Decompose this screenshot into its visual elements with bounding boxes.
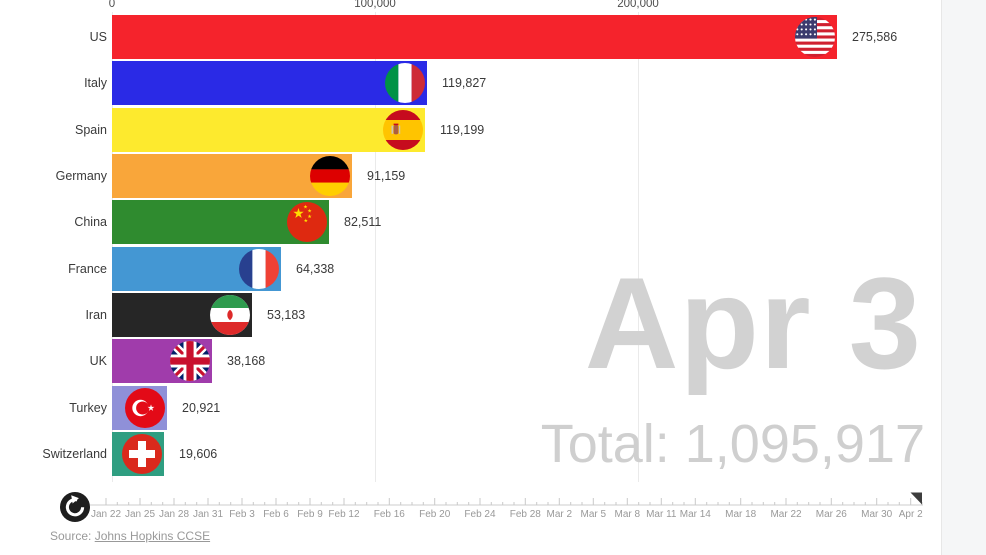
bar-row-switzerland: Switzerland 19,606 <box>0 432 941 477</box>
timeline-date-label: Mar 2 <box>547 509 573 520</box>
timeline-date-label: Mar 14 <box>680 509 712 520</box>
timeline-date-label: Feb 9 <box>297 509 323 520</box>
timeline-date-label: Mar 26 <box>816 509 848 520</box>
bar-value-us: 275,586 <box>852 30 898 44</box>
bar-uk[interactable] <box>112 339 212 384</box>
country-label-iran: Iran <box>85 308 107 323</box>
bar-china[interactable] <box>112 200 329 245</box>
bar-row-iran: Iran 53,183 <box>0 293 941 338</box>
timeline-date-label: Jan 28 <box>159 509 189 520</box>
bar-value-spain: 119,199 <box>440 122 485 137</box>
x-axis-tick-label: 100,000 <box>354 0 396 10</box>
country-label-china: China <box>74 215 107 230</box>
country-label-us: US <box>89 30 107 44</box>
us-flag-icon <box>795 17 835 57</box>
bar-value-germany: 91,159 <box>367 169 406 184</box>
country-label-uk: UK <box>89 354 107 369</box>
bar-value-turkey: 20,921 <box>182 400 221 415</box>
source-caption: Source: Johns Hopkins CCSE <box>50 529 210 543</box>
page-scroll-gutter[interactable] <box>941 0 986 555</box>
x-axis-tick-label: 200,000 <box>617 0 659 10</box>
timeline-date-label: Mar 5 <box>581 509 607 520</box>
country-label-switzerland: Switzerland <box>42 447 107 462</box>
bar-value-iran: 53,183 <box>267 308 306 323</box>
timeline-date-label: Apr 2 <box>899 509 923 520</box>
bar-row-uk: UK 38,168 <box>0 339 941 384</box>
bar-row-italy: Italy 119,827 <box>0 61 941 106</box>
bar-value-china: 82,511 <box>344 215 382 230</box>
bar-us[interactable] <box>112 15 837 59</box>
country-label-spain: Spain <box>75 122 107 137</box>
spain-flag-icon <box>383 109 423 150</box>
total-counter: Total: 1,095,917 <box>541 417 925 471</box>
timeline-date-label: Mar 18 <box>725 509 757 520</box>
china-flag-icon <box>287 202 327 243</box>
replay-icon <box>65 495 85 517</box>
bar-row-germany: Germany 91,159 <box>0 154 941 199</box>
iran-flag-icon <box>210 295 250 336</box>
timeline-date-label: Jan 31 <box>193 509 223 520</box>
bar-turkey[interactable] <box>112 385 167 430</box>
timeline-date-label: Mar 8 <box>615 509 641 520</box>
replay-button[interactable] <box>60 492 90 522</box>
timeline-date-label: Feb 24 <box>464 509 496 520</box>
x-axis-tick-label: 0 <box>108 0 116 10</box>
timeline-date-label: Feb 6 <box>263 509 289 520</box>
timeline-date-label: Feb 3 <box>229 509 255 520</box>
bar-value-switzerland: 19,606 <box>179 447 218 462</box>
country-label-turkey: Turkey <box>69 400 107 415</box>
total-value: 1,095,917 <box>684 414 925 474</box>
germany-flag-icon <box>310 156 350 197</box>
timeline-date-label: Jan 25 <box>125 509 155 520</box>
timeline-date-label: Jan 22 <box>91 509 121 520</box>
source-prefix: Source: <box>50 529 95 543</box>
bar-italy[interactable] <box>112 61 427 106</box>
timeline-slider[interactable]: Jan 22 Jan 25 Jan 28 Jan 31 Feb 3 Feb 6 Feb 9 F… <box>0 487 941 527</box>
gridline <box>375 12 376 482</box>
country-label-italy: Italy <box>84 76 107 91</box>
timeline-date-label: Feb 20 <box>419 509 451 520</box>
timeline-date-label: Feb 16 <box>374 509 406 520</box>
bar-value-france: 64,338 <box>296 261 335 276</box>
bar-row-turkey: Turkey 20,921 <box>0 385 941 430</box>
bars-area: US 275,586 Italy 119,827 Spain 119,199 Germany… <box>0 15 941 477</box>
turkey-flag-icon <box>125 387 165 428</box>
current-date-label: Apr 3 <box>584 250 922 396</box>
timeline-date-label: Mar 22 <box>770 509 802 520</box>
timeline-date-label: Mar 11 <box>646 509 677 520</box>
gridline <box>638 12 639 482</box>
source-link[interactable]: Johns Hopkins CCSE <box>94 529 211 543</box>
bar-row-france: France 64,338 <box>0 246 941 291</box>
bar-iran[interactable] <box>112 293 252 338</box>
bar-spain[interactable] <box>112 107 425 152</box>
timeline-date-label: Feb 12 <box>328 509 360 520</box>
uk-flag-icon <box>170 341 210 382</box>
bar-row-us: US 275,586 <box>0 15 941 59</box>
switzerland-flag-icon <box>122 434 162 475</box>
timeline-date-label: Feb 28 <box>510 509 542 520</box>
bar-value-italy: 119,827 <box>442 76 487 91</box>
timeline-date-label: Mar 30 <box>861 509 893 520</box>
country-label-germany: Germany <box>55 169 107 184</box>
bar-value-uk: 38,168 <box>227 354 266 369</box>
bar-france[interactable] <box>112 246 281 291</box>
country-label-france: France <box>68 261 107 276</box>
bar-row-spain: Spain 119,199 <box>0 107 941 152</box>
bar-row-china: China 82,511 <box>0 200 941 245</box>
timeline-handle[interactable] <box>910 492 923 505</box>
total-prefix: Total: <box>540 414 685 474</box>
bar-germany[interactable] <box>112 154 352 199</box>
france-flag-icon <box>239 248 279 289</box>
italy-flag-icon <box>385 63 425 104</box>
bar-switzerland[interactable] <box>112 432 164 477</box>
